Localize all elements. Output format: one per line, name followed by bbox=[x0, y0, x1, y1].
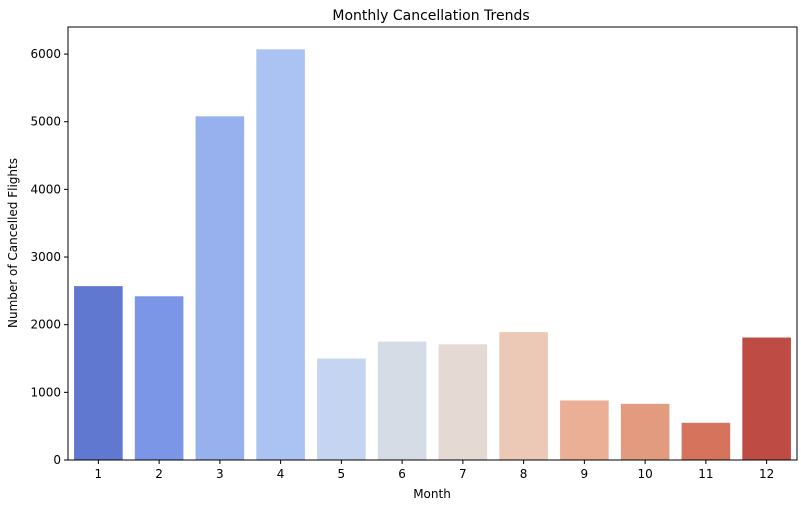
x-tick-label: 9 bbox=[581, 467, 589, 481]
plot-frame bbox=[67, 26, 798, 461]
bar-month-2 bbox=[134, 296, 184, 460]
bar-month-12 bbox=[742, 337, 791, 460]
bar-month-3 bbox=[195, 116, 245, 460]
x-axis: 1 2 3 4 5 6 7 8 9 10 11 12 bbox=[95, 460, 774, 481]
bar-month-5 bbox=[317, 358, 366, 460]
bar-month-4 bbox=[256, 49, 305, 460]
bar-month-7 bbox=[438, 344, 488, 460]
x-tick-label: 12 bbox=[759, 467, 774, 481]
x-tick-label: 3 bbox=[216, 467, 224, 481]
x-tick-label: 10 bbox=[637, 467, 652, 481]
bar-month-11 bbox=[681, 422, 731, 460]
y-axis-label: Number of Cancelled Flights bbox=[6, 158, 20, 328]
x-tick-label: 4 bbox=[277, 467, 285, 481]
x-tick-label: 11 bbox=[698, 467, 713, 481]
y-axis: 0 1000 2000 3000 4000 5000 6000 bbox=[30, 47, 68, 467]
x-axis-label: Month bbox=[413, 487, 451, 501]
x-tick-label: 5 bbox=[338, 467, 346, 481]
x-tick-label: 8 bbox=[520, 467, 528, 481]
y-tick-label: 5000 bbox=[30, 115, 61, 129]
x-tick-label: 2 bbox=[155, 467, 163, 481]
x-tick-label: 6 bbox=[398, 467, 406, 481]
y-tick-label: 0 bbox=[53, 453, 61, 467]
y-tick-label: 1000 bbox=[30, 385, 61, 399]
bar-month-10 bbox=[620, 403, 670, 460]
y-tick-label: 4000 bbox=[30, 182, 61, 196]
bar-month-6 bbox=[377, 341, 427, 460]
bar-month-1 bbox=[74, 286, 123, 460]
x-tick-label: 1 bbox=[95, 467, 103, 481]
y-tick-label: 2000 bbox=[30, 318, 61, 332]
bar-month-8 bbox=[499, 332, 548, 460]
bar-month-9 bbox=[560, 400, 609, 460]
y-tick-label: 6000 bbox=[30, 47, 61, 61]
chart-title: Monthly Cancellation Trends bbox=[332, 8, 529, 24]
y-tick-label: 3000 bbox=[30, 250, 61, 264]
bars-group bbox=[74, 49, 791, 460]
x-tick-label: 7 bbox=[459, 467, 467, 481]
